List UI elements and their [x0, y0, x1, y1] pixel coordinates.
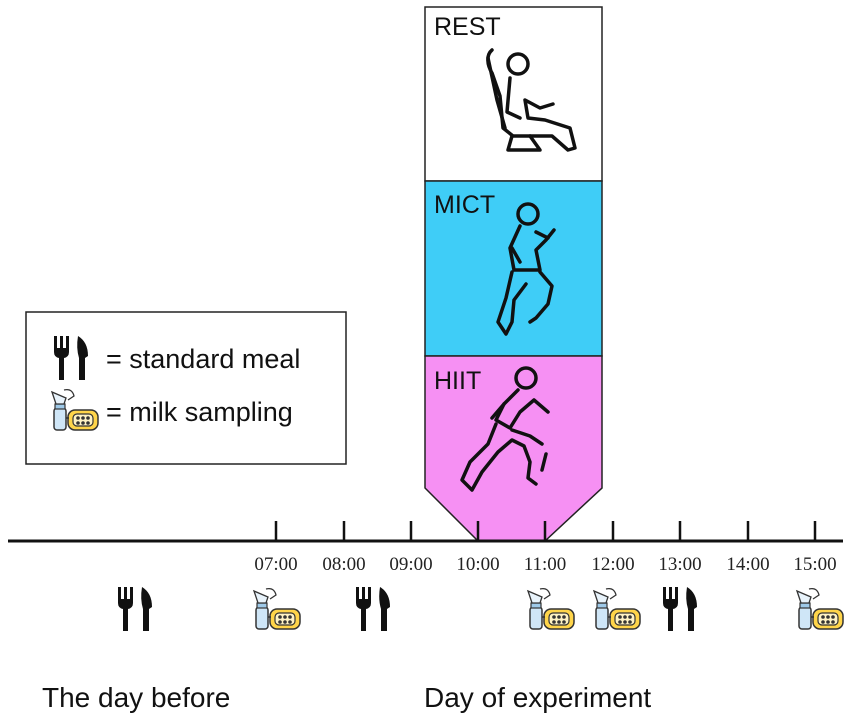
- tick-label: 11:00: [523, 554, 567, 575]
- tick-label: 15:00: [793, 554, 837, 575]
- mict-label: MICT: [434, 191, 496, 219]
- seated-person-icon: [486, 48, 577, 152]
- fork-knife-icon: [118, 587, 152, 631]
- breast-pump-icon: [253, 587, 301, 630]
- tick-label: 14:00: [726, 554, 770, 575]
- tick-label: 12:00: [591, 554, 635, 575]
- tick-label: 13:00: [658, 554, 702, 575]
- legend-box: [25, 311, 347, 465]
- rest-label: REST: [434, 13, 501, 41]
- fork-knife-icon: [356, 587, 390, 631]
- sprinting-person-icon: [460, 366, 550, 492]
- running-person-icon: [496, 202, 556, 336]
- timeline-ticks: [274, 521, 817, 541]
- rest-panel: [424, 6, 603, 182]
- legend-milk-text: = milk sampling: [106, 397, 293, 427]
- breast-pump-icon: [593, 587, 641, 630]
- tick-label: 08:00: [322, 554, 366, 575]
- breast-pump-icon: [796, 587, 844, 630]
- tick-label: 10:00: [456, 554, 500, 575]
- fork-knife-icon: [663, 587, 697, 631]
- day-of-experiment-label: Day of experiment: [424, 682, 652, 713]
- day-before-label: The day before: [42, 682, 231, 713]
- hiit-label: HIIT: [434, 367, 482, 395]
- tick-label: 07:00: [254, 554, 298, 575]
- legend-meal-text: = standard meal: [106, 344, 301, 374]
- breast-pump-icon: [527, 587, 575, 630]
- tick-label: 09:00: [389, 554, 433, 575]
